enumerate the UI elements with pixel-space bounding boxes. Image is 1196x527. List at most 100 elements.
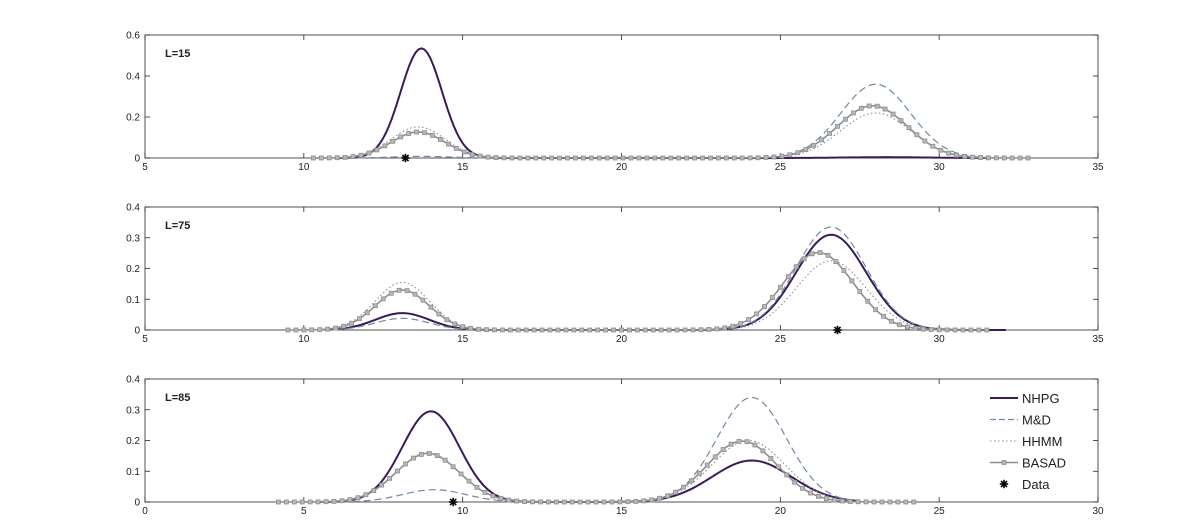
series-marker-basad bbox=[752, 442, 758, 448]
x-tick-label: 15 bbox=[457, 334, 469, 345]
series-marker-basad bbox=[530, 499, 535, 505]
series-marker-basad bbox=[546, 499, 551, 505]
series-marker-basad bbox=[342, 154, 348, 160]
series-marker-basad bbox=[371, 488, 377, 493]
series-marker-basad bbox=[595, 327, 601, 333]
series-marker-basad bbox=[847, 499, 853, 504]
series-marker-basad bbox=[895, 499, 901, 505]
series-marker-basad bbox=[363, 492, 369, 498]
series-marker-basad bbox=[627, 327, 632, 333]
series-marker-basad bbox=[866, 103, 872, 109]
y-tick-label: 0.4 bbox=[126, 375, 140, 386]
series-marker-basad bbox=[668, 155, 674, 161]
series-marker-basad bbox=[634, 327, 640, 333]
series-marker-basad bbox=[396, 287, 402, 293]
series-marker-basad bbox=[380, 296, 386, 302]
series-marker-basad bbox=[682, 327, 688, 333]
series-marker-basad bbox=[890, 111, 896, 117]
series-marker-basad bbox=[484, 327, 489, 333]
series-marker-basad bbox=[823, 496, 829, 502]
series-marker-basad bbox=[704, 462, 710, 468]
x-tick-label: 10 bbox=[298, 162, 310, 173]
series-marker-basad bbox=[760, 448, 766, 454]
series-marker-basad bbox=[334, 155, 340, 161]
series-marker-basad bbox=[688, 478, 694, 484]
series-marker-basad bbox=[744, 439, 750, 445]
series-marker-basad bbox=[525, 155, 531, 161]
series-marker-basad bbox=[681, 484, 686, 490]
series-marker-basad bbox=[633, 499, 639, 504]
y-tick-label: 0.1 bbox=[126, 467, 140, 478]
series-marker-basad bbox=[403, 461, 408, 467]
series-marker-basad bbox=[897, 322, 902, 328]
series-marker-basad bbox=[388, 290, 394, 296]
series-marker-basad bbox=[714, 326, 720, 332]
series-marker-basad bbox=[912, 325, 918, 331]
series-marker-basad bbox=[541, 155, 547, 161]
series-marker-basad bbox=[364, 310, 370, 316]
series-marker-basad bbox=[984, 327, 990, 333]
series-marker-basad bbox=[310, 155, 316, 161]
x-tick-label: 0 bbox=[142, 506, 148, 517]
series-marker-basad bbox=[531, 327, 537, 333]
series-marker-basad bbox=[676, 155, 682, 161]
legend-entry-md: M&D bbox=[990, 413, 1051, 428]
series-marker-basad bbox=[771, 154, 777, 160]
legend-label: HHMM bbox=[1022, 434, 1062, 449]
series-marker-basad bbox=[1025, 155, 1031, 161]
series-marker-basad bbox=[333, 325, 339, 331]
series-marker-basad bbox=[588, 155, 594, 161]
series-marker-basad bbox=[936, 327, 942, 333]
legend-entry-nhpg: NHPG bbox=[990, 391, 1060, 406]
series-marker-basad bbox=[954, 152, 960, 158]
series-marker-basad bbox=[720, 447, 726, 452]
chart-panel-3: 0 0.1 0.2 0.3 0.4 0 5 10 15 20 25 30 L=85 bbox=[126, 375, 1104, 518]
series-marker-basad bbox=[827, 130, 832, 136]
series-line-hhmm bbox=[303, 260, 987, 331]
series-marker-basad bbox=[515, 327, 521, 333]
legend-label: Data bbox=[1022, 477, 1050, 492]
series-marker-basad bbox=[708, 155, 713, 161]
series-marker-basad bbox=[601, 499, 607, 505]
series-marker-basad bbox=[490, 493, 496, 499]
series-marker-basad bbox=[585, 499, 591, 505]
series-marker-basad bbox=[776, 464, 782, 470]
series-marker-basad bbox=[538, 499, 543, 505]
series-marker-basad bbox=[374, 147, 380, 153]
series-marker-basad bbox=[650, 327, 656, 333]
series-marker-basad bbox=[903, 499, 909, 505]
y-tick-label: 0.2 bbox=[126, 264, 140, 275]
series-marker-basad bbox=[922, 138, 928, 144]
x-tick-label: 25 bbox=[934, 506, 946, 517]
series-marker-basad bbox=[466, 478, 472, 484]
series-marker-basad bbox=[474, 484, 480, 490]
series-marker-basad bbox=[811, 142, 817, 148]
y-tick-label: 0.2 bbox=[126, 113, 140, 124]
series-marker-basad bbox=[863, 499, 869, 505]
series-marker-basad bbox=[422, 130, 427, 136]
series-marker-basad bbox=[522, 499, 528, 504]
series-marker-basad bbox=[436, 311, 442, 317]
series-marker-basad bbox=[728, 441, 734, 447]
series-marker-basad bbox=[434, 453, 440, 458]
series-marker-basad bbox=[414, 129, 420, 135]
series-marker-basad bbox=[315, 499, 321, 505]
series-marker-basad bbox=[952, 327, 958, 333]
panel-label: L=75 bbox=[165, 220, 190, 232]
series-marker-basad bbox=[673, 489, 678, 495]
x-tick-label: 30 bbox=[1092, 506, 1104, 517]
legend-label: M&D bbox=[1022, 413, 1051, 428]
series-marker-basad bbox=[309, 327, 315, 333]
series-marker-basad bbox=[349, 320, 354, 326]
series-marker-basad bbox=[978, 155, 983, 160]
series-marker-basad bbox=[493, 155, 499, 160]
series-marker-basad bbox=[819, 137, 825, 143]
axes-box bbox=[144, 206, 1099, 331]
series-marker-basad bbox=[523, 327, 529, 333]
series-marker-basad bbox=[596, 155, 602, 161]
series-marker-basad bbox=[557, 155, 562, 161]
series-marker-basad bbox=[291, 499, 297, 505]
series-marker-basad bbox=[723, 155, 729, 161]
chart-panel-2: 0 0.1 0.2 0.3 0.4 5 10 15 20 25 30 35 L=75 bbox=[126, 203, 1104, 346]
series-marker-basad bbox=[795, 150, 801, 156]
